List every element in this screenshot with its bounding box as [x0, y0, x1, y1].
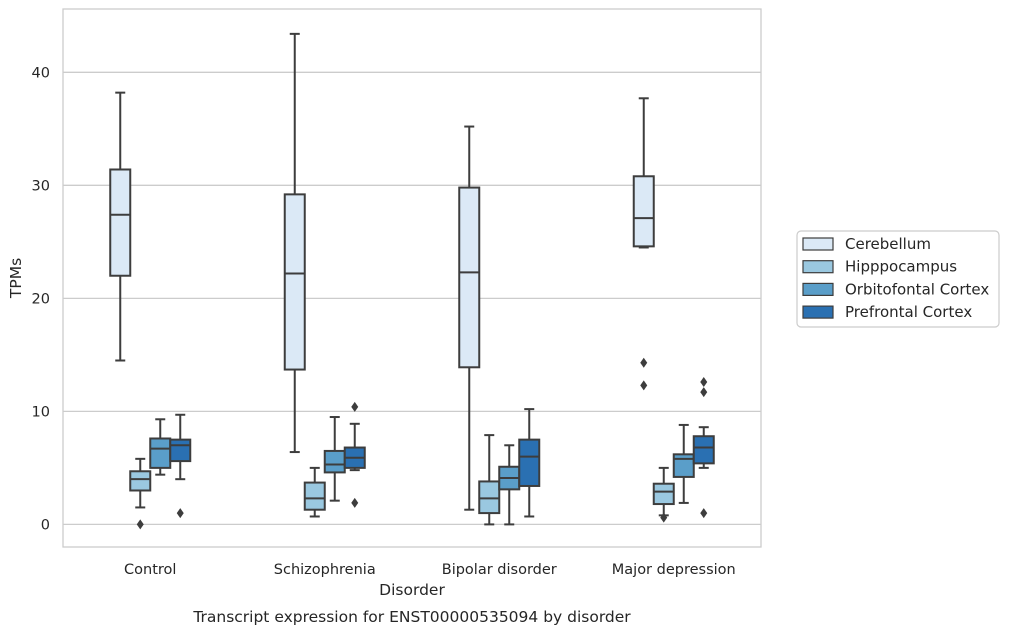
iqr-box	[149, 437, 172, 469]
outlier-marker	[660, 512, 668, 523]
legend-label: Orbitofontal Cortex	[845, 280, 989, 298]
box-0-3	[632, 97, 655, 391]
box-2-3	[672, 423, 695, 504]
outlier-marker	[351, 401, 359, 412]
legend: Cerebellum Hipppocampus Orbitofontal Corte…	[796, 230, 1000, 328]
outlier-marker	[640, 380, 648, 391]
iqr-box	[518, 438, 541, 487]
y-tick-label: 20	[32, 291, 50, 307]
x-tick-label: Control	[124, 562, 176, 578]
iqr-box	[652, 482, 675, 506]
chart-title: Transcript expression for ENST0000053509…	[192, 608, 631, 626]
x-tick-label: Schizophrenia	[274, 562, 376, 578]
box-3-0	[169, 413, 192, 519]
box-1-1	[303, 466, 326, 518]
outlier-marker	[700, 387, 708, 398]
box-1-3	[652, 466, 675, 523]
iqr-box	[129, 470, 152, 492]
y-tick-label: 40	[32, 65, 50, 81]
legend-label: Hipppocampus	[845, 258, 957, 276]
gridlines	[63, 71, 761, 526]
legend-label: Cerebellum	[845, 235, 931, 253]
iqr-box	[672, 453, 695, 478]
y-tick-label: 30	[32, 178, 50, 194]
box-plot-series	[109, 32, 715, 530]
box-3-1	[343, 401, 366, 508]
y-tick-label: 10	[32, 404, 50, 420]
plot-frame	[62, 8, 762, 548]
legend-swatch	[802, 237, 834, 251]
iqr-box	[458, 186, 481, 369]
legend-frame	[796, 230, 1000, 328]
iqr-box	[303, 481, 326, 511]
iqr-box	[169, 438, 192, 463]
x-axis-label: Disorder	[379, 581, 445, 599]
outlier-marker	[136, 519, 144, 530]
y-tick-label: 0	[41, 517, 50, 533]
box-3-3	[692, 376, 715, 519]
iqr-box	[632, 175, 655, 248]
iqr-box	[323, 449, 346, 474]
legend-swatch	[802, 260, 834, 274]
outlier-marker	[640, 357, 648, 368]
outlier-marker	[176, 508, 184, 519]
x-tick-label: Bipolar disorder	[442, 562, 557, 578]
box-1-2	[478, 434, 501, 526]
x-axis-ticks: Control Schizophrenia Bipolar disorder Majo…	[124, 562, 736, 578]
box-0-2	[458, 125, 481, 511]
y-axis-label: TPMs	[7, 258, 25, 299]
iqr-box	[478, 480, 501, 515]
box-0-0	[109, 91, 132, 362]
box-2-2	[498, 444, 521, 526]
box-1-0	[129, 457, 152, 530]
iqr-box	[692, 435, 715, 465]
y-axis-ticks: 0 10 20 30 40	[32, 65, 50, 533]
x-tick-label: Major depression	[612, 562, 736, 578]
outlier-marker	[700, 376, 708, 387]
iqr-box	[283, 193, 306, 371]
outlier-marker	[700, 508, 708, 519]
box-0-1	[283, 32, 306, 454]
legend-swatch	[802, 282, 834, 296]
iqr-box	[109, 168, 132, 277]
box-3-2	[518, 408, 541, 518]
outlier-marker	[351, 497, 359, 508]
legend-swatch	[802, 305, 834, 319]
legend-label: Prefrontal Cortex	[845, 303, 972, 321]
